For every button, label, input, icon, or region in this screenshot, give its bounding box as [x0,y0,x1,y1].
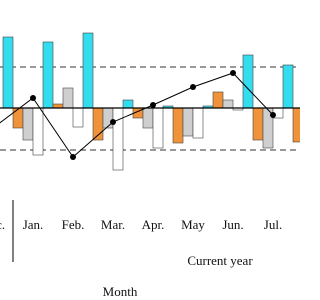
bar [252,107,264,141]
bar [62,87,74,109]
x-tick-label: Jan. [23,217,44,232]
bar [72,107,84,128]
bar [82,32,94,109]
x-tick-label: Dec. [0,217,5,232]
x-tick-label: Feb. [62,217,85,232]
bar [292,107,300,143]
bar [152,107,164,149]
bar [172,107,184,144]
bar [142,107,154,129]
x-tick-label: May [181,217,205,232]
bar [32,107,44,156]
x-tick-label: Jun. [222,217,243,232]
bar [242,54,254,109]
line-point [230,70,236,76]
bar [22,107,34,141]
bar [2,36,14,109]
bar [122,99,134,109]
line-point [150,102,156,108]
bar [182,107,194,137]
bar [192,107,204,139]
x-tick-label: Jul. [264,217,282,232]
chart: Current year Month Dec. Jan. Feb. Mar. Apr. M… [0,32,300,299]
bar [112,107,124,171]
line-point [30,95,36,101]
x-axis-label: Month [103,284,138,299]
bar [222,99,234,109]
bar [102,107,114,129]
line-point [270,112,276,118]
line-point [110,119,116,125]
bar [12,107,24,129]
bar [42,41,54,109]
group-label: Current year [187,253,253,268]
bar [282,64,294,109]
line-point [190,84,196,90]
x-tick-label: Mar. [101,217,125,232]
bar [212,91,224,109]
line [0,72,274,158]
line-point [70,154,76,160]
x-tick-label: Apr. [142,217,165,232]
